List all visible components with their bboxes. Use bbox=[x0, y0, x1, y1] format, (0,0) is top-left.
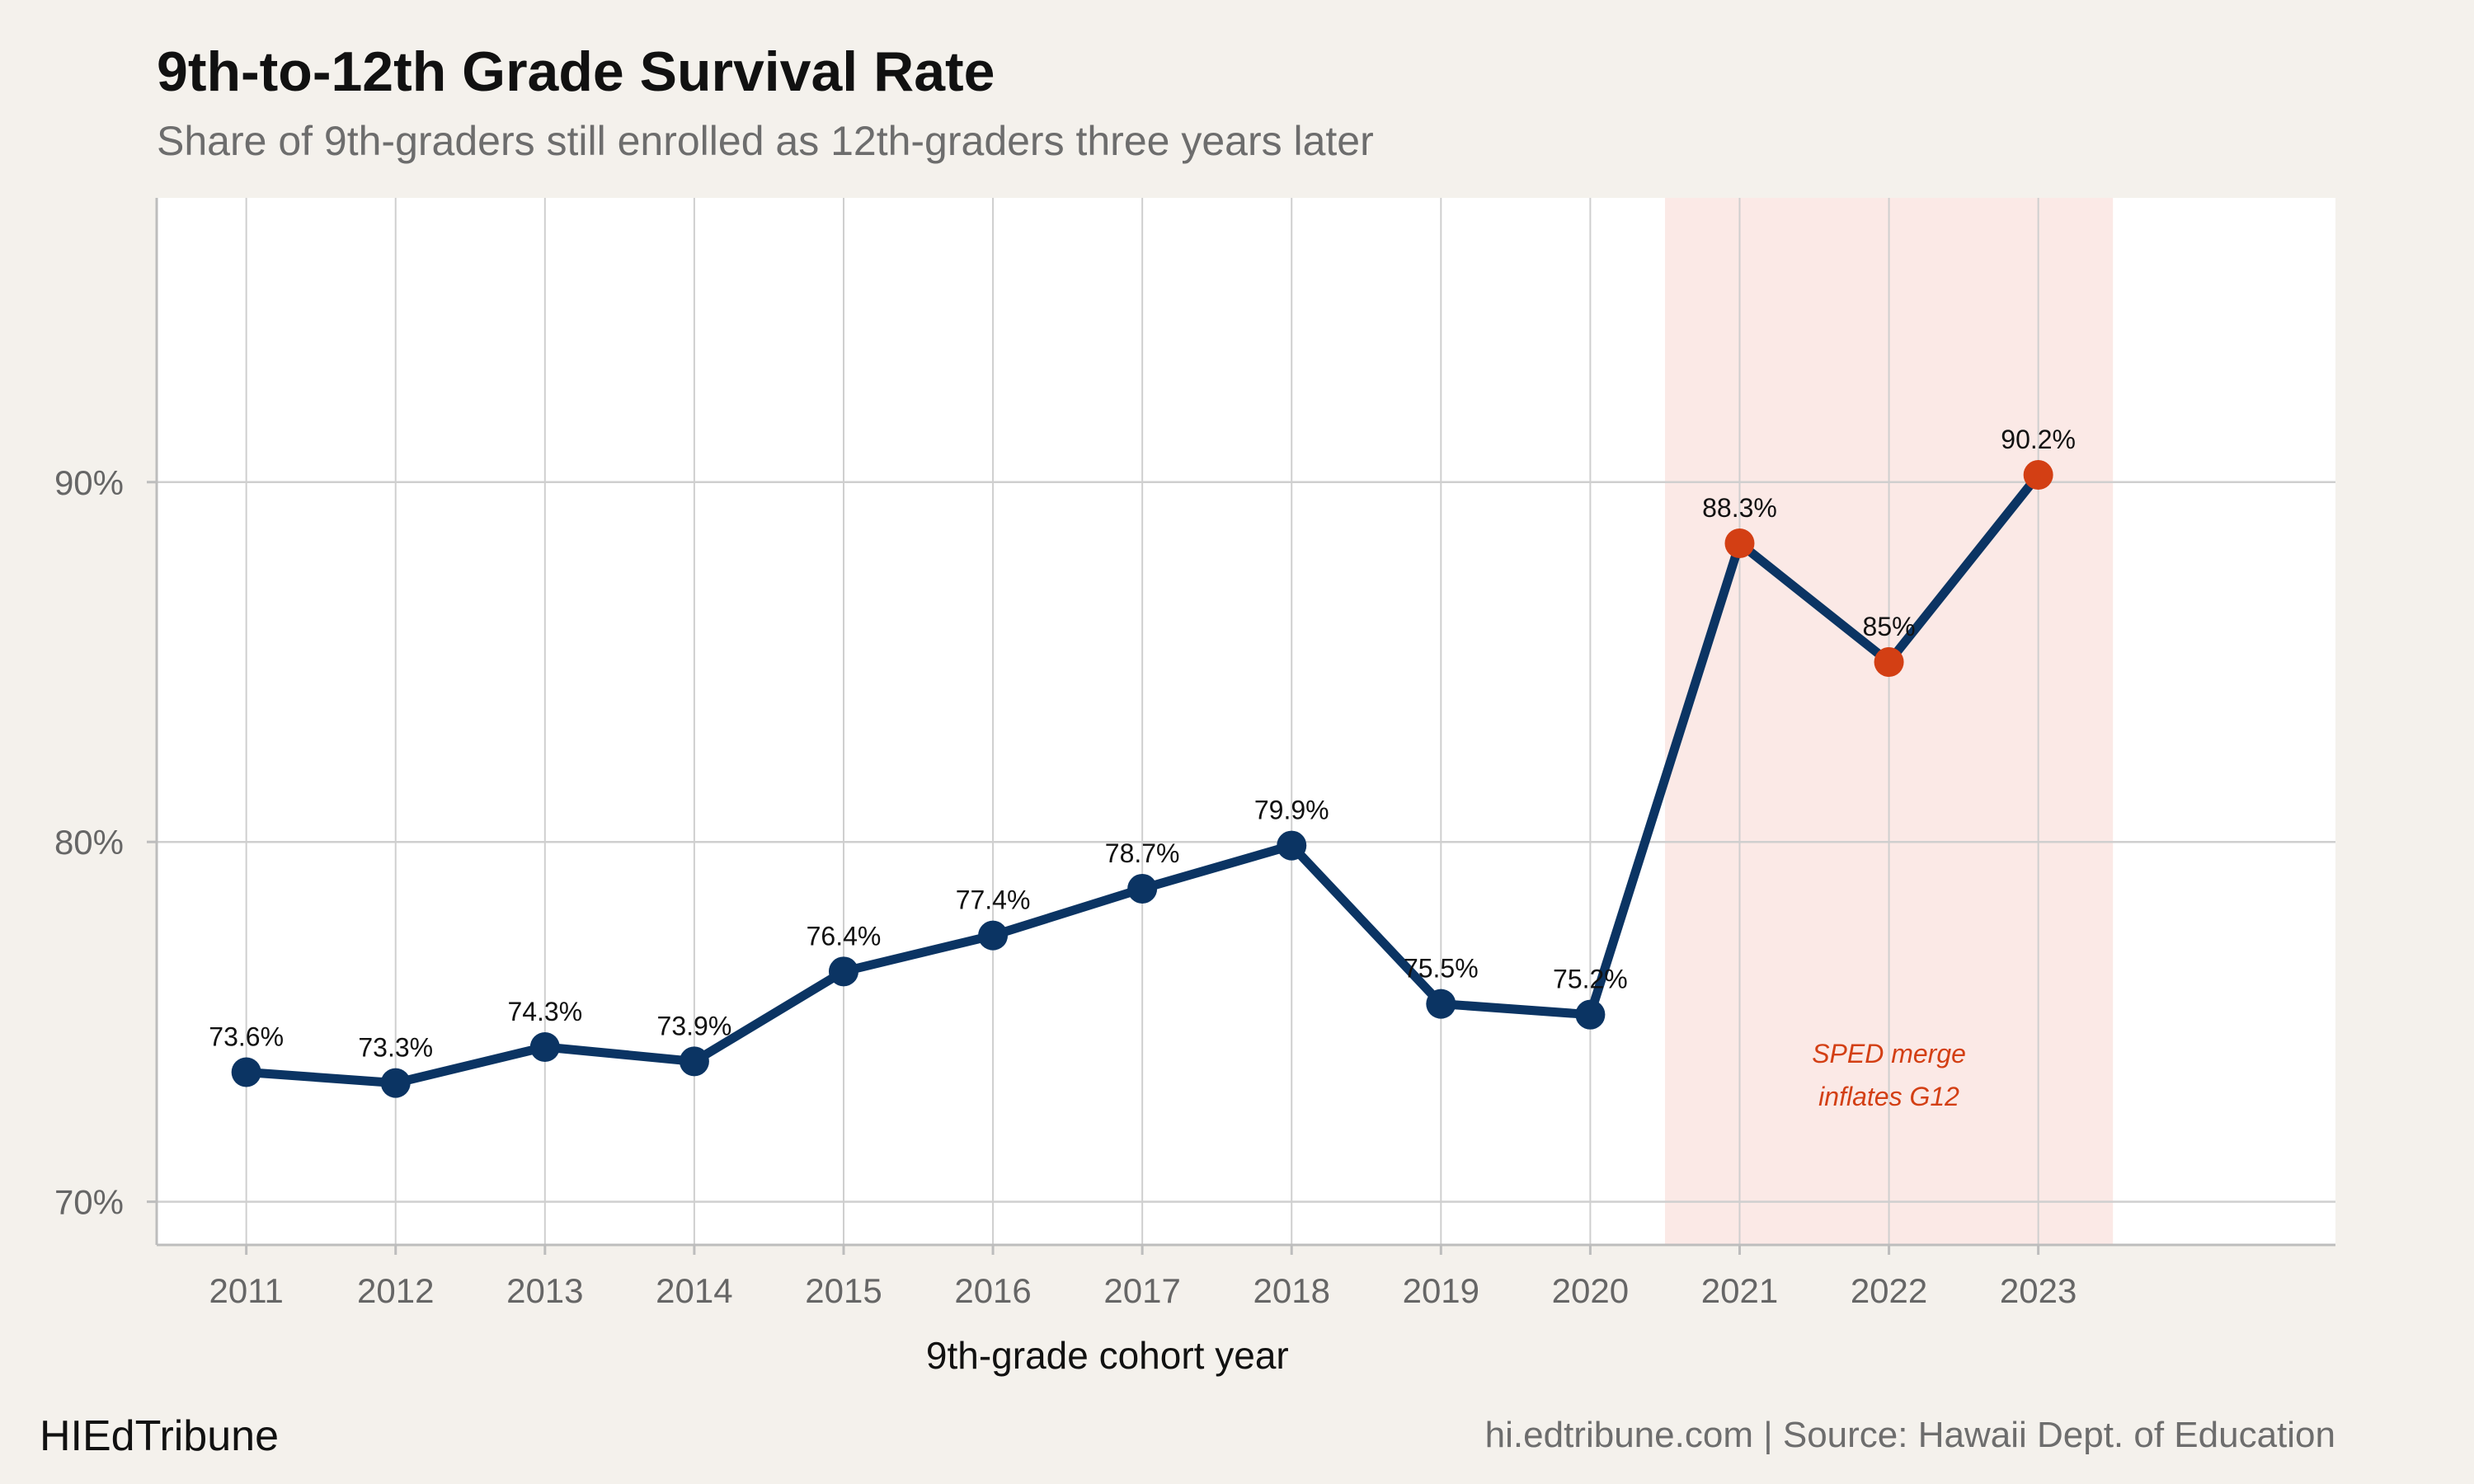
x-tick-label: 2011 bbox=[209, 1271, 283, 1310]
data-label: 73.9% bbox=[657, 1011, 732, 1040]
annotation-text: inflates G12 bbox=[1818, 1082, 1959, 1111]
data-label: 74.3% bbox=[507, 997, 582, 1026]
data-point bbox=[529, 1031, 560, 1062]
x-tick-label: 2021 bbox=[1701, 1271, 1778, 1310]
data-label: 79.9% bbox=[1254, 796, 1329, 825]
data-label: 90.2% bbox=[2001, 425, 2076, 454]
data-label: 88.3% bbox=[1702, 493, 1777, 523]
data-point bbox=[978, 920, 1009, 951]
data-point bbox=[1127, 873, 1158, 904]
data-label: 76.4% bbox=[807, 921, 882, 951]
x-tick-label: 2020 bbox=[1552, 1271, 1629, 1310]
data-point bbox=[1575, 999, 1606, 1030]
brand-logo-text: HIEdTribune bbox=[40, 1412, 279, 1460]
data-label: 77.4% bbox=[956, 885, 1031, 915]
data-point bbox=[231, 1057, 261, 1087]
data-point bbox=[828, 956, 858, 987]
x-tick-label: 2013 bbox=[506, 1271, 583, 1310]
chart-subtitle: Share of 9th-graders still enrolled as 1… bbox=[157, 118, 1374, 164]
y-tick-label: 90% bbox=[54, 463, 124, 502]
data-point-highlighted bbox=[1874, 646, 1904, 677]
data-label: 73.6% bbox=[209, 1022, 284, 1052]
x-tick-label: 2012 bbox=[357, 1271, 434, 1310]
x-tick-label: 2023 bbox=[2000, 1271, 2077, 1310]
data-label: 75.5% bbox=[1404, 954, 1479, 984]
x-tick-label: 2018 bbox=[1253, 1271, 1330, 1310]
y-tick-label: 70% bbox=[54, 1183, 124, 1222]
data-point-highlighted bbox=[2023, 460, 2053, 491]
x-axis-title: 9th-grade cohort year bbox=[926, 1334, 1289, 1377]
data-label: 75.2% bbox=[1553, 965, 1628, 994]
data-point bbox=[380, 1068, 411, 1098]
x-tick-label: 2016 bbox=[954, 1271, 1031, 1310]
x-tick-label: 2019 bbox=[1403, 1271, 1479, 1310]
chart-title: 9th-to-12th Grade Survival Rate bbox=[157, 40, 995, 103]
annotation-text: SPED merge bbox=[1812, 1039, 1966, 1068]
data-label: 78.7% bbox=[1105, 838, 1180, 868]
data-point bbox=[1426, 989, 1456, 1019]
data-point bbox=[679, 1046, 709, 1077]
data-label: 85% bbox=[1863, 612, 1916, 641]
x-tick-label: 2015 bbox=[805, 1271, 882, 1310]
source-credit: hi.edtribune.com | Source: Hawaii Dept. … bbox=[1484, 1415, 2335, 1455]
data-point bbox=[1277, 830, 1307, 861]
x-tick-label: 2022 bbox=[1851, 1271, 1927, 1310]
y-tick-label: 80% bbox=[54, 823, 124, 862]
data-label: 73.3% bbox=[358, 1033, 433, 1063]
x-tick-label: 2014 bbox=[656, 1271, 732, 1310]
x-tick-label: 2017 bbox=[1103, 1271, 1180, 1310]
data-point-highlighted bbox=[1724, 528, 1755, 558]
